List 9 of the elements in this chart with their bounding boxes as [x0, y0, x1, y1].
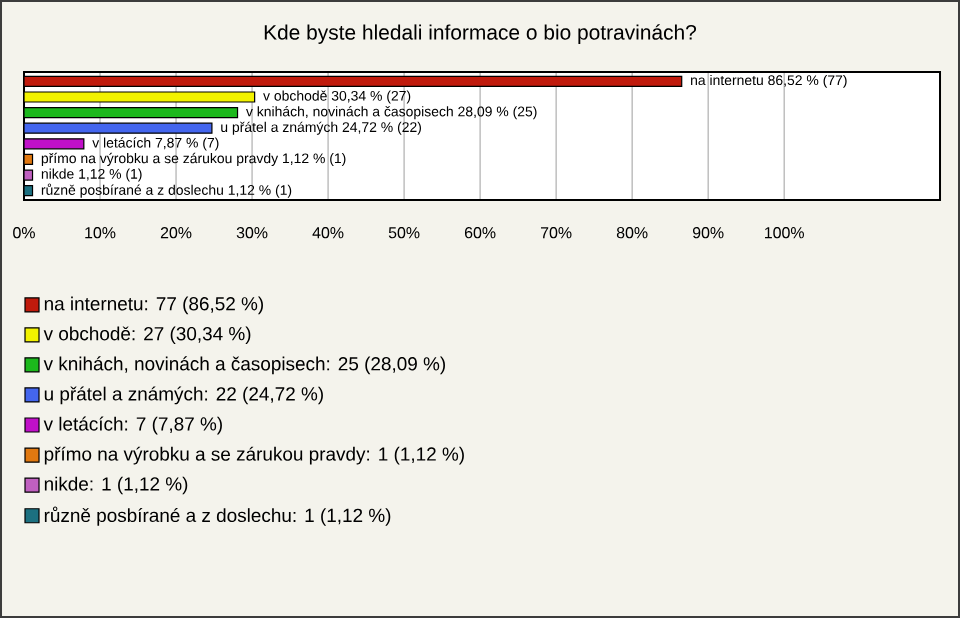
- legend-label: nikde: 1 (1,12 %): [44, 476, 188, 495]
- legend-label: v knihách, novinách a časopisech: 25 (28,09 %): [43, 356, 445, 375]
- legend-label: v obchodě: 27 (30,34 %): [43, 326, 251, 345]
- legend-label: na internetu: 77 (86,52 %): [44, 296, 263, 315]
- chart-title: Kde byste hledali informace o bio potravinách?: [264, 24, 697, 44]
- legend-label: v letácích: 7 (7,87 %): [43, 416, 222, 435]
- legend-label: přímo na výrobku a se zárukou pravdy: 1 (1,12 %): [44, 446, 464, 465]
- legend-label: u přátel a známých: 22 (24,72 %): [44, 386, 323, 405]
- legend-label: různě posbírané a z doslechu: 1 (1,12 %): [44, 506, 391, 526]
